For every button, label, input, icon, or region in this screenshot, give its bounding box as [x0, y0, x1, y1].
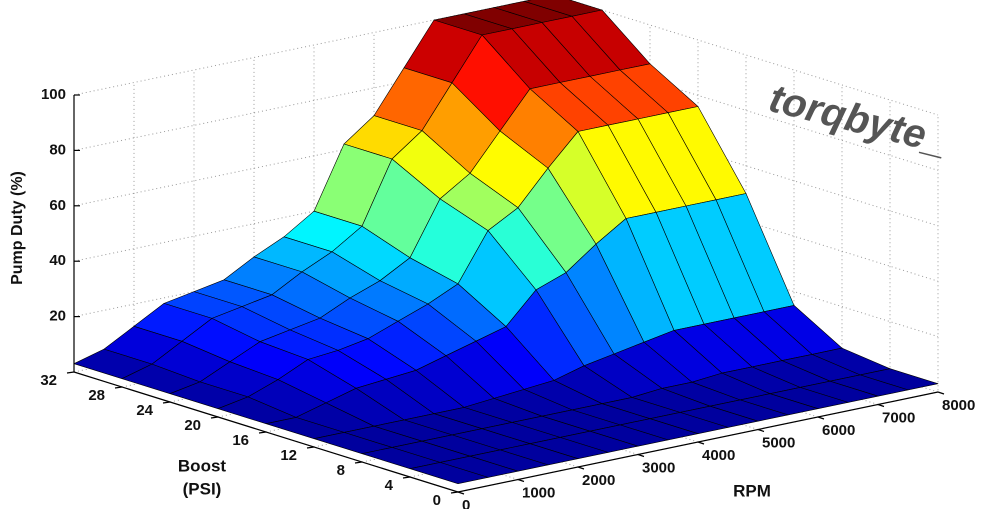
- z-tick-label: 40: [49, 252, 66, 269]
- z-axis-label: Pump Duty (%): [9, 171, 26, 285]
- x-tick-label: 2000: [582, 472, 615, 489]
- plot: 0 1000 2000 3000 4000 5000 6000 7000 8000 0 4 8 12 16…: [40, 0, 975, 509]
- y-tick: [162, 401, 171, 404]
- x-tick: [937, 391, 945, 395]
- z-tick-label: 100: [41, 86, 66, 103]
- y-tick: [450, 491, 459, 494]
- x-tick-label: 7000: [882, 409, 915, 426]
- x-tick-label: 5000: [762, 434, 795, 451]
- y-tick-label: 8: [337, 462, 345, 479]
- x-axis-label: RPM: [733, 481, 771, 500]
- y-tick-label: 16: [232, 432, 249, 449]
- x-tick-label: 8000: [942, 397, 975, 414]
- y-tick: [306, 446, 315, 449]
- z-tick-label: 20: [49, 308, 66, 325]
- x-tick: [697, 441, 705, 445]
- x-tick: [757, 428, 765, 433]
- x-tick-label: 1000: [522, 484, 555, 501]
- y-tick-label: 12: [280, 447, 297, 464]
- x-tick: [517, 478, 525, 483]
- x-tick: [637, 453, 645, 458]
- y-tick-label: 0: [433, 492, 441, 509]
- y-tick-label: 28: [88, 387, 105, 404]
- z-tick-label: 80: [49, 141, 66, 158]
- y-tick: [210, 416, 219, 419]
- y-tick-label: 32: [40, 372, 57, 389]
- y-tick: [114, 386, 123, 389]
- x-tick: [457, 491, 465, 495]
- y-tick: [354, 461, 363, 464]
- z-tick-label: 60: [49, 197, 66, 214]
- y-tick-label: 20: [184, 417, 201, 434]
- y-axis-label: Boost: [178, 456, 227, 475]
- x-tick-label: 6000: [822, 422, 855, 439]
- x-tick-label: 0: [462, 497, 470, 509]
- x-tick-label: 4000: [702, 447, 735, 464]
- y-tick: [258, 431, 267, 434]
- y-axis-label: (PSI): [183, 479, 222, 498]
- y-tick-label: 4: [385, 477, 394, 494]
- y-tick: [402, 476, 411, 479]
- x-tick: [577, 466, 585, 470]
- watermark: torqbyte_: [765, 76, 952, 163]
- x-tick: [877, 403, 885, 408]
- surface-face: [409, 462, 489, 485]
- y-tick: [66, 371, 75, 374]
- x-tick: [817, 416, 825, 420]
- y-tick-label: 24: [136, 402, 153, 419]
- x-tick-label: 3000: [642, 459, 675, 476]
- surface: [73, 0, 939, 485]
